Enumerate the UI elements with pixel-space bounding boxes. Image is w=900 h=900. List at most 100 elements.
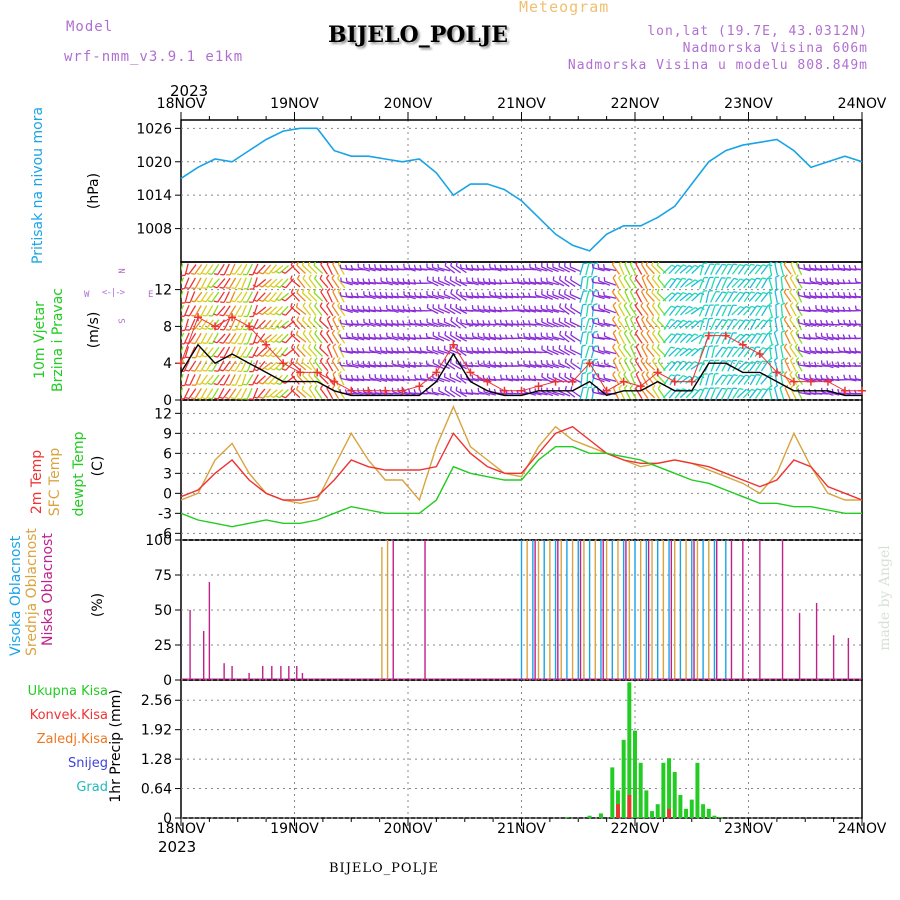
wind-barb-feather [264, 312, 269, 316]
wind-barb [591, 332, 595, 345]
wind-barb [483, 295, 497, 299]
wind-barb [222, 388, 231, 399]
wind-barb-feather [587, 275, 593, 278]
wind-barb [472, 308, 485, 314]
wind-barb [749, 333, 758, 344]
wind-barb [319, 305, 329, 316]
wind-barb [727, 387, 734, 400]
wind-barb [222, 333, 231, 344]
wind-barb [267, 361, 278, 371]
precip-legend-item: Snijeg [68, 756, 108, 771]
wind-barb-feather [694, 388, 699, 392]
wind-barb-feather [623, 357, 628, 362]
wind-barb [855, 350, 862, 353]
wind-barb-feather [511, 305, 514, 310]
wind-barb [559, 334, 570, 343]
wind-barb-feather [794, 371, 799, 376]
wind-barb [386, 308, 399, 314]
wind-barb-feather [651, 288, 655, 293]
wind-barb [635, 291, 643, 303]
wind-barb [783, 291, 792, 303]
wind-barb-feather [682, 332, 687, 336]
wind-barb-feather [780, 371, 785, 375]
wind-barb-feather [207, 382, 212, 386]
wind-barb-feather [848, 264, 851, 270]
wind-barb-feather [269, 367, 275, 371]
wind-barb-feather [264, 272, 269, 275]
wind-barb [645, 388, 656, 399]
wind-barb [709, 318, 717, 331]
wind-barb-feather [408, 346, 411, 352]
wind-barb-feather [677, 292, 682, 295]
wind-barb [810, 322, 823, 327]
wind-barb-feather [617, 343, 621, 348]
wind-barb [720, 374, 729, 386]
wind-barb [552, 391, 565, 396]
wind-barb-feather [396, 374, 399, 380]
wind-barb-feather [528, 320, 531, 325]
wind-barb-feather [618, 329, 622, 334]
wind-barb [205, 388, 214, 399]
wind-barb [495, 350, 508, 355]
wind-barb-feather [745, 333, 750, 337]
wind-barb-feather [339, 319, 342, 324]
wind-barb [535, 281, 548, 285]
wind-barb [789, 332, 797, 344]
wind-barb-feather [259, 396, 264, 399]
wind-barb [256, 333, 266, 344]
wind-barb [737, 333, 747, 344]
wind-barb-feather [854, 305, 857, 310]
wind-barb [296, 319, 306, 330]
wind-barb-feather [396, 265, 399, 270]
wind-barb-feather [499, 306, 502, 311]
wind-barb-feather [836, 278, 840, 284]
wind-barb [302, 347, 312, 357]
wind-barb [815, 308, 828, 314]
wind-barb-feather [402, 305, 405, 310]
wind-barb [535, 309, 548, 313]
wind-barb-feather [803, 291, 806, 296]
wind-barb-feather [253, 368, 258, 372]
precip-legend-item: Konvek.Kisa [29, 708, 108, 723]
wind-barb [363, 322, 376, 327]
wind-barb [714, 346, 723, 358]
wind-barb-feather [313, 343, 317, 349]
wind-barb [838, 267, 851, 271]
wind-barb [524, 308, 537, 313]
wind-barb [363, 294, 376, 300]
wind-barb-feather [564, 385, 568, 391]
wind-barb-feather [517, 305, 520, 310]
wind-barb-feather [207, 300, 213, 303]
wind-barb-feather [504, 279, 508, 284]
wind-barb [444, 376, 456, 383]
wind-barb-feather [476, 292, 479, 297]
wind-barb [855, 323, 862, 326]
wind-barb-feather [368, 263, 371, 269]
wind-barb [346, 392, 359, 395]
wind-barb-feather [688, 278, 693, 281]
wind-barb-feather [362, 333, 365, 338]
wind-barb [340, 364, 353, 368]
wind-barb-feather [449, 386, 452, 391]
wind-barb-feather [499, 374, 502, 379]
wind-barb [821, 308, 834, 313]
wind-barb [421, 295, 434, 299]
wind-barb [200, 360, 208, 372]
wind-barb-feather [751, 333, 756, 337]
wind-barb-feather [449, 331, 452, 336]
wind-barb-feather [739, 387, 744, 391]
wind-barb-feather [339, 264, 342, 269]
wind-barb-feather [623, 302, 628, 307]
wind-barb [668, 305, 678, 316]
wind-barb-feather [270, 285, 275, 288]
wind-barb-feather [671, 333, 676, 336]
wind-barb-feather [682, 291, 687, 295]
wind-barb [261, 334, 272, 343]
wind-barb [810, 280, 823, 286]
wind-barb-feather [302, 343, 305, 349]
wind-barb [559, 279, 570, 288]
wind-barb [810, 267, 823, 271]
wind-barb-feather [270, 354, 275, 358]
wind-barb-feather [682, 388, 687, 391]
wind-barb-feather [790, 262, 794, 265]
